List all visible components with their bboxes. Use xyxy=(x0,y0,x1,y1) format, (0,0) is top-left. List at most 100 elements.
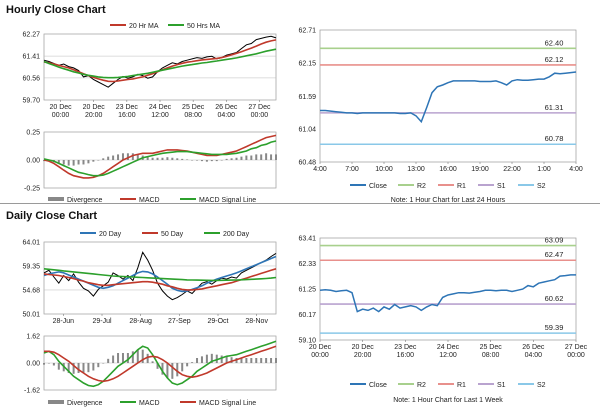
y-tick-label: 64.01 xyxy=(22,240,40,247)
divergence-bar xyxy=(72,160,75,166)
divergence-bar xyxy=(230,158,233,160)
x-tick-label-time: 00:00 xyxy=(52,112,70,119)
plot-frame xyxy=(43,33,277,101)
x-tick-label-time: 04:00 xyxy=(218,112,236,119)
legend-label-s1: S1 xyxy=(497,183,506,190)
x-tick-label: 19:00 xyxy=(471,166,489,173)
legend-label-200-day: 200 Day xyxy=(223,231,250,238)
divergence-bar xyxy=(255,154,258,160)
divergence-bar xyxy=(67,363,70,373)
divergence-bar xyxy=(102,158,105,160)
hourly-macd-chart: 0.25 0.00 -0.25 Divergence MACD MACD Signal L… xyxy=(24,130,277,204)
legend-label-20-hr-ma: 20 Hr MA xyxy=(129,23,159,30)
y-tick-label: 61.04 xyxy=(298,126,316,133)
y-tick-label: 0.25 xyxy=(26,130,40,137)
y-tick-label: 60.56 xyxy=(22,75,40,82)
y-tick-label: 61.25 xyxy=(298,287,316,294)
divergence-bar xyxy=(151,157,154,160)
divergence-bar xyxy=(265,358,268,363)
x-tick-label: 29-Jul xyxy=(92,318,112,325)
level-label-r1: 62.12 xyxy=(545,55,564,64)
x-tick-label: 1:00 xyxy=(537,166,551,173)
x-tick-label: 10:00 xyxy=(375,166,393,173)
legend-label-r2: R2 xyxy=(417,382,426,389)
divergence-bar xyxy=(245,155,248,160)
divergence-bar xyxy=(161,157,164,160)
divergence-bar xyxy=(146,353,149,363)
x-tick-label: 24 Dec xyxy=(149,104,172,111)
series-line-macd-signal-line xyxy=(43,140,277,177)
x-tick-label: 27 Dec xyxy=(248,104,271,111)
y-tick-label: 61.41 xyxy=(22,54,40,61)
divergence-bar xyxy=(82,363,85,373)
legend-label-close: Close xyxy=(369,382,387,389)
divergence-bar xyxy=(126,153,129,160)
divergence-bar xyxy=(156,363,159,369)
series-line-macd xyxy=(43,340,277,388)
x-tick-label-time: 08:00 xyxy=(184,112,202,119)
divergence-bar xyxy=(210,160,213,162)
legend-label-s1: S1 xyxy=(497,382,506,389)
x-tick-label: 20 Dec xyxy=(352,344,375,351)
divergence-bar xyxy=(275,358,277,363)
divergence-bar xyxy=(151,361,154,363)
divergence-bar xyxy=(52,363,55,366)
divergence-bar xyxy=(57,160,60,164)
divergence-bar xyxy=(67,160,70,166)
y-tick-label: 62.15 xyxy=(298,61,316,68)
divergence-bar xyxy=(240,358,243,363)
x-tick-label: 7:00 xyxy=(345,166,359,173)
y-tick-label: 61.59 xyxy=(298,94,316,101)
series-line-20-hr-ma xyxy=(43,39,277,83)
divergence-bar xyxy=(191,362,194,363)
divergence-bar xyxy=(126,353,129,363)
divergence-bar xyxy=(205,354,208,363)
series-line-price xyxy=(43,35,277,88)
divergence-bar xyxy=(260,154,263,160)
legend-label-s2: S2 xyxy=(537,183,546,190)
chart-note: Note: 1 Hour Chart for Last 24 Hours xyxy=(391,197,506,204)
divergence-bar xyxy=(82,160,85,165)
divergence-bar xyxy=(107,358,110,363)
divergence-bar xyxy=(191,160,194,161)
x-tick-label: 20 Dec xyxy=(49,104,72,111)
divergence-bar xyxy=(200,356,203,363)
daily-section-title: Daily Close Chart xyxy=(6,210,98,222)
x-tick-label: 23 Dec xyxy=(394,344,417,351)
y-tick-label: 0.00 xyxy=(26,158,40,165)
legend-label-50-hrs-ma: 50 Hrs MA xyxy=(187,23,220,30)
divergence-bar xyxy=(225,158,228,160)
x-tick-label-time: 12:00 xyxy=(151,112,169,119)
x-tick-label: 25 Dec xyxy=(480,344,503,351)
level-label-s2: 59.39 xyxy=(545,323,564,332)
divergence-bar xyxy=(181,158,184,160)
legend-label-close: Close xyxy=(369,183,387,190)
divergence-bar xyxy=(186,363,189,367)
divergence-bar xyxy=(156,157,159,160)
divergence-bar xyxy=(196,160,199,161)
divergence-bar xyxy=(117,154,120,160)
y-tick-label: 59.10 xyxy=(298,338,316,345)
divergence-bar xyxy=(235,157,238,160)
divergence-bar xyxy=(43,363,45,365)
divergence-bar xyxy=(112,355,115,363)
divergence-bar xyxy=(171,157,174,160)
x-tick-label: 13:00 xyxy=(407,166,425,173)
divergence-bar xyxy=(265,153,268,160)
x-tick-label: 24 Dec xyxy=(437,344,460,351)
divergence-bar xyxy=(166,363,169,378)
divergence-bar xyxy=(107,156,110,160)
y-tick-label: 50.01 xyxy=(22,312,40,319)
divergence-bar xyxy=(92,363,95,371)
series-line-50-day xyxy=(43,268,277,291)
level-label-s2: 60.78 xyxy=(545,134,564,143)
x-tick-label-time: 16:00 xyxy=(397,352,415,359)
x-tick-label: 29-Oct xyxy=(207,318,228,325)
divergence-bar xyxy=(87,363,90,373)
divergence-bar xyxy=(230,357,233,363)
x-tick-label-time: 00:00 xyxy=(251,112,269,119)
divergence-bar xyxy=(171,363,174,379)
x-tick-label-time: 00:00 xyxy=(311,352,329,359)
x-tick-label-time: 20:00 xyxy=(354,352,372,359)
